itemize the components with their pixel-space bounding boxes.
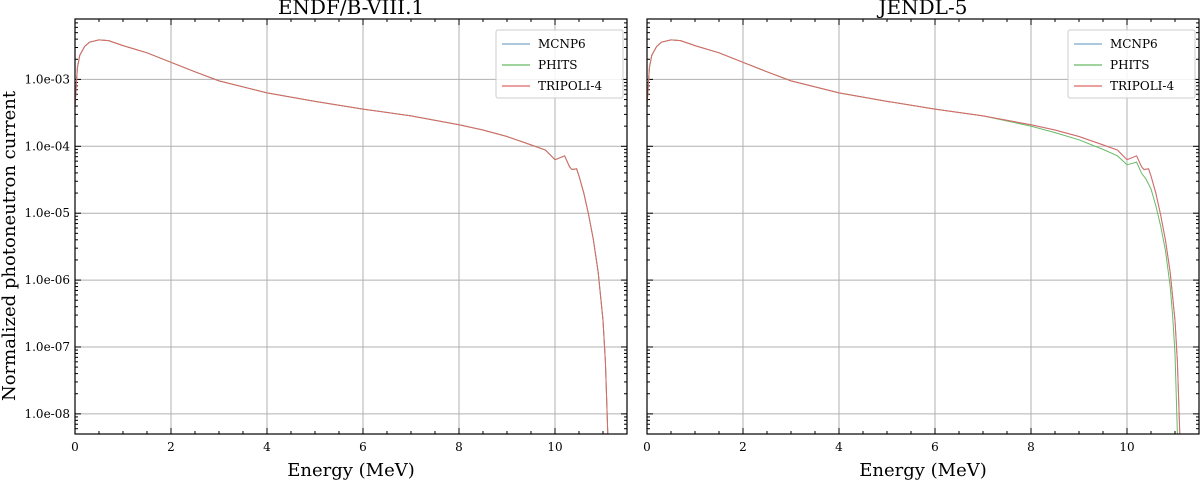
legend-label-mcnp6: MCNP6: [538, 37, 586, 51]
x-tick-label: 0: [71, 440, 79, 454]
x-axis-label: Energy (MeV): [859, 460, 987, 481]
legend-box: [495, 29, 624, 99]
series-line-mcnp6: [75, 39, 609, 434]
series-line-mcnp6: [647, 39, 1181, 434]
y-tick-label: 1.0e-03: [24, 72, 70, 86]
x-tick-label: 2: [167, 440, 175, 454]
x-tick-label: 0: [643, 440, 651, 454]
x-tick-label: 4: [835, 440, 843, 454]
x-tick-label: 6: [359, 440, 367, 454]
panel-title: ENDF/B-VIII.1: [278, 0, 424, 19]
plot-frame: [74, 18, 628, 435]
legend-label-phits: PHITS: [538, 58, 578, 72]
x-tick-label: 10: [1119, 440, 1134, 454]
panel-title: JENDL-5: [877, 0, 968, 19]
series-line-phits: [647, 39, 1178, 434]
x-tick-label: 6: [931, 440, 939, 454]
series-line-tripoli-4: [647, 39, 1181, 434]
legend-box: [1067, 29, 1196, 99]
y-tick-label: 1.0e-04: [24, 139, 70, 153]
series-line-tripoli-4: [75, 39, 609, 434]
legend-label-phits: PHITS: [1110, 58, 1150, 72]
x-tick-label: 8: [1027, 440, 1035, 454]
x-axis-label: Energy (MeV): [287, 460, 415, 481]
x-tick-label: 4: [263, 440, 271, 454]
series-line-phits: [75, 39, 609, 434]
y-tick-label: 1.0e-08: [24, 407, 70, 421]
y-tick-label: 1.0e-07: [24, 340, 70, 354]
y-tick-label: 1.0e-06: [24, 273, 70, 287]
x-tick-label: 10: [547, 440, 562, 454]
panel-endf: 0 2 4 6 8 10 1.0e-08 1.0e-07 1.0e-06 1.0e-05 1.0e-…: [24, 0, 628, 481]
plot-frame: [646, 18, 1200, 435]
y-tick-label: 1.0e-05: [24, 206, 70, 220]
legend-label-tripoli-4: TRIPOLI-4: [538, 79, 602, 93]
y-axis-label: Normalized photoneutron current: [0, 90, 20, 401]
x-tick-label: 2: [739, 440, 747, 454]
panel-jendl: 0 2 4 6 8 10 JENDL-5 Energy (MeV) MCNP6 PHITS TRIP…: [643, 0, 1200, 481]
legend-label-mcnp6: MCNP6: [1110, 37, 1158, 51]
legend-label-tripoli-4: TRIPOLI-4: [1110, 79, 1174, 93]
x-tick-label: 8: [455, 440, 463, 454]
